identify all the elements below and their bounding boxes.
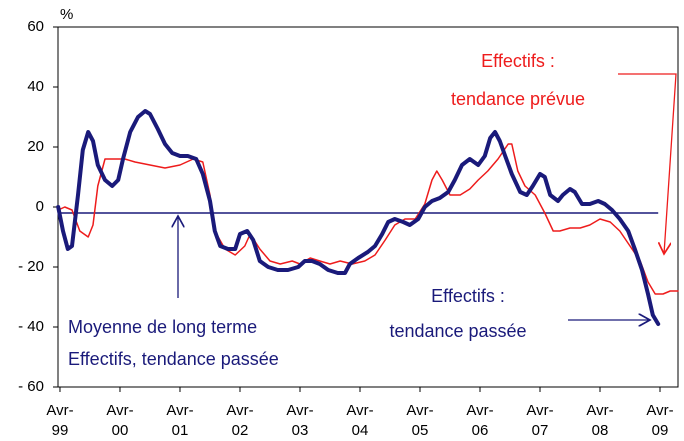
annotation: Effectifs, tendance passée xyxy=(68,349,279,369)
x-tick-label: Avr-05 xyxy=(406,402,433,439)
y-tick-label: 60 xyxy=(27,18,44,35)
annotation: Effectifs : xyxy=(481,51,555,71)
x-tick-label: Avr-08 xyxy=(586,402,613,439)
arrow xyxy=(618,73,677,254)
x-tick-label: Avr-03 xyxy=(286,402,313,439)
x-tick-label: Avr-99 xyxy=(46,402,73,439)
annotation: Effectifs : xyxy=(431,286,505,306)
x-tick-label: Avr-06 xyxy=(466,402,493,439)
series-line xyxy=(57,143,679,295)
y-tick-label: 40 xyxy=(27,78,44,95)
x-tick-label: Avr-02 xyxy=(226,402,253,439)
y-tick-label: - 20 xyxy=(18,258,44,275)
y-tick-label: - 40 xyxy=(18,318,44,335)
x-tick-label: Avr-07 xyxy=(526,402,553,439)
x-tick-label: Avr-00 xyxy=(106,402,133,439)
annotation: Moyenne de long terme xyxy=(68,317,257,337)
annotation: tendance passée xyxy=(389,321,526,341)
y-unit: % xyxy=(60,6,73,23)
y-tick-label: 0 xyxy=(36,198,44,215)
x-tick-label: Avr-01 xyxy=(166,402,193,439)
y-tick-label: 20 xyxy=(27,138,44,155)
x-tick-label: Avr-04 xyxy=(346,402,373,439)
series-line xyxy=(56,109,661,326)
y-tick-label: - 60 xyxy=(18,378,44,395)
x-tick-label: Avr-09 xyxy=(646,402,673,439)
annotation: tendance prévue xyxy=(451,89,585,109)
